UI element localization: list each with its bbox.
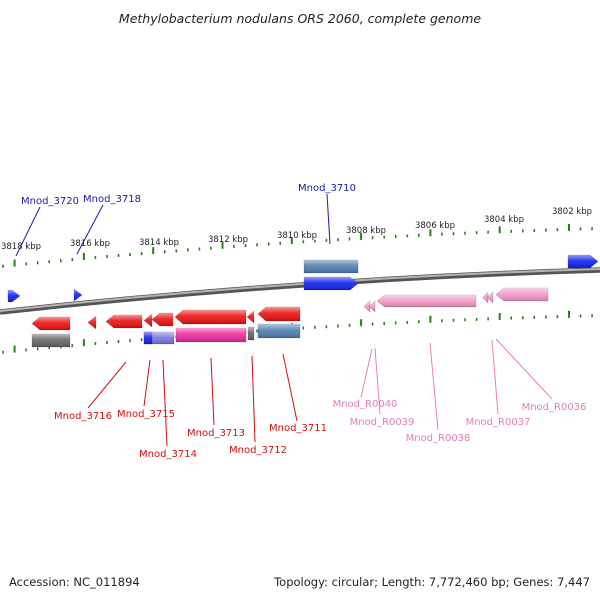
gene-feature-red-gloss <box>247 311 254 323</box>
gene-label-mnod-3714[interactable]: Mnod_3714 <box>139 449 197 460</box>
leader-line <box>360 348 373 398</box>
scale-label: 3810 kbp <box>277 231 317 241</box>
scale-label: 3808 kbp <box>346 226 386 236</box>
scale-label: 3802 kbp <box>552 207 592 217</box>
leader-line <box>87 361 127 409</box>
gene-features <box>7 254 599 348</box>
gene-feature-blue-gloss <box>304 277 358 290</box>
gene-label-mnod-3718[interactable]: Mnod_3718 <box>83 194 141 205</box>
gene-feature-pink-gloss <box>496 288 548 301</box>
gene-labels: Mnod_3720 Mnod_3718 Mnod_3710 Mnod_3716 … <box>21 183 586 460</box>
gene-label-mnod-r0039[interactable]: Mnod_R0039 <box>350 417 415 428</box>
gene-feature-red-gloss <box>106 315 142 328</box>
gene-label-mnod-r0037[interactable]: Mnod_R0037 <box>466 417 531 428</box>
genome-title: Methylobacterium nodulans ORS 2060, comp… <box>119 11 481 26</box>
scale-label: 3804 kbp <box>484 215 524 225</box>
leader-line <box>15 206 41 257</box>
gene-label-mnod-3712[interactable]: Mnod_3712 <box>229 445 287 456</box>
accession-text: Accession: NC_011894 <box>9 575 140 589</box>
gene-label-mnod-r0036[interactable]: Mnod_R0036 <box>522 402 587 413</box>
leader-line <box>143 359 151 407</box>
gene-feature-blue-gloss <box>144 332 152 344</box>
scale-label: 3818 kbp <box>1 242 41 252</box>
chromosome-backbone-highlight <box>0 268 600 312</box>
gene-feature-red-gloss <box>88 316 96 329</box>
gene-feature-gray-gloss <box>248 327 254 340</box>
leader-line <box>326 193 331 245</box>
gene-feature-pink-gloss <box>364 301 370 312</box>
upper-scale-ticks <box>2 223 593 268</box>
gene-label-mnod-3710[interactable]: Mnod_3710 <box>298 183 356 194</box>
gene-feature-red-gloss <box>175 310 246 324</box>
leader-line <box>162 359 168 447</box>
lower-scale-ticks <box>2 310 593 354</box>
genome-summary-text: Topology: circular; Length: 7,772,460 bp… <box>273 575 590 589</box>
scale-label: 3812 kbp <box>208 235 248 245</box>
scale-labels: 3818 kbp 3816 kbp 3814 kbp 3812 kbp 3810… <box>1 207 592 252</box>
chromosome-backbone <box>0 267 600 315</box>
gene-label-mnod-r0040[interactable]: Mnod_R0040 <box>333 399 398 410</box>
leader-line <box>76 204 104 255</box>
gene-feature-red-gloss <box>258 307 300 321</box>
gene-feature-pink-gloss <box>483 292 488 303</box>
gene-label-mnod-3711[interactable]: Mnod_3711 <box>269 423 327 434</box>
scale-label: 3816 kbp <box>70 239 110 249</box>
gene-feature-pink-gloss <box>377 295 476 307</box>
gene-label-mnod-3715[interactable]: Mnod_3715 <box>117 409 175 420</box>
scale-label: 3814 kbp <box>139 238 179 248</box>
gene-label-mnod-3716[interactable]: Mnod_3716 <box>54 411 112 422</box>
leader-line <box>374 347 381 415</box>
leader-line <box>495 338 553 400</box>
gene-feature-blue-gloss <box>8 290 20 302</box>
gene-feature-blue-gloss <box>568 255 598 268</box>
gene-feature-steel-gloss <box>304 260 358 273</box>
gene-feature-red-gloss <box>152 313 173 326</box>
gene-label-mnod-3713[interactable]: Mnod_3713 <box>187 428 245 439</box>
gene-label-mnod-r0038[interactable]: Mnod_R0038 <box>406 433 471 444</box>
leader-line <box>251 355 256 443</box>
leader-line <box>282 353 298 422</box>
leader-line <box>210 357 215 426</box>
gene-feature-gray-gloss <box>32 334 70 347</box>
gene-feature-pink-gloss <box>369 301 375 312</box>
gene-feature-red-gloss <box>144 314 152 327</box>
gene-feature-magenta-gloss <box>176 328 246 342</box>
leader-line <box>491 339 499 415</box>
label-leader-lines <box>15 193 553 447</box>
gene-feature-steel-gloss <box>258 324 300 338</box>
gene-feature-red-gloss <box>32 317 70 330</box>
scale-label: 3806 kbp <box>415 221 455 231</box>
leader-line <box>429 342 439 431</box>
gene-feature-pink-gloss <box>487 292 493 303</box>
gene-label-mnod-3720[interactable]: Mnod_3720 <box>21 196 79 207</box>
gene-feature-blue-gloss <box>74 289 82 301</box>
